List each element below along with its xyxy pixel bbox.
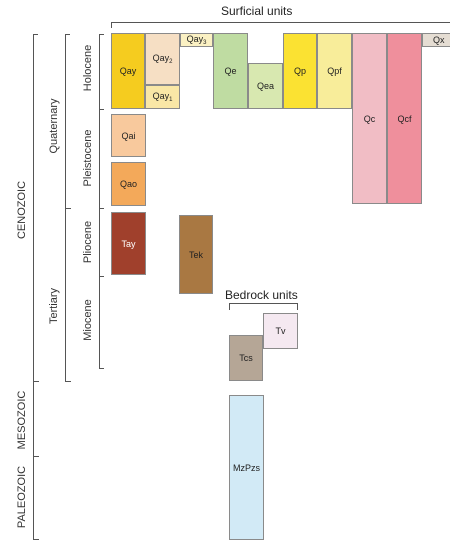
period-label-tertiary: Tertiary <box>48 287 60 325</box>
surficial-units-heading: Surficial units <box>221 4 293 18</box>
unit-box-qc: Qc <box>352 33 387 204</box>
unit-box-qay3: Qay3 <box>180 33 213 47</box>
period-bracket-top <box>65 34 70 35</box>
unit-label-tv: Tv <box>275 326 286 336</box>
unit-box-qe: Qe <box>213 33 248 109</box>
unit-box-tek: Tek <box>179 215 213 294</box>
unit-label-qay1: Qay1 <box>153 91 173 103</box>
unit-box-qea: Qea <box>248 63 283 109</box>
unit-label-qp: Qp <box>293 66 306 76</box>
pliocene-miocene-boundary <box>99 276 104 277</box>
unit-box-qcf: Qcf <box>387 33 422 204</box>
mesozoic-paleozoic-boundary <box>33 456 39 457</box>
pleistocene-pliocene-boundary <box>99 208 104 209</box>
unit-label-qe: Qe <box>224 66 237 76</box>
unit-box-qp: Qp <box>283 33 317 109</box>
unit-box-tay: Tay <box>111 212 146 275</box>
epoch-label-pliocene: Pliocene <box>82 220 94 264</box>
unit-label-qay1-sub: 1 <box>169 97 173 103</box>
epoch-label-pleistocene: Pleistocene <box>82 129 94 187</box>
unit-label-qay2-sub: 2 <box>169 59 173 65</box>
unit-label-tcs: Tcs <box>239 353 253 363</box>
unit-label-qea: Qea <box>256 81 274 91</box>
unit-box-qay: Qay <box>111 33 145 109</box>
era-label-mesozoic: MESOZOIC <box>16 388 28 452</box>
epoch-bracket-line <box>99 34 100 368</box>
unit-label-tay: Tay <box>121 238 136 249</box>
unit-label-qay: Qay <box>119 66 137 76</box>
cenozoic-mesozoic-boundary <box>33 381 39 382</box>
era-label-paleozoic: PALEOZOIC <box>16 463 28 531</box>
unit-label-qay2: Qay2 <box>153 53 173 65</box>
bedrock-bracket-tick-left <box>229 303 230 310</box>
unit-label-qay3: Qay3 <box>187 34 207 46</box>
bedrock-bracket-tick-right <box>297 303 298 310</box>
unit-box-qai: Qai <box>111 114 146 157</box>
unit-label-qao: Qao <box>119 179 137 189</box>
quaternary-tertiary-boundary <box>65 208 71 209</box>
bedrock-bracket-line <box>229 303 298 304</box>
unit-label-qc: Qc <box>363 113 376 124</box>
epoch-label-miocene: Miocene <box>82 299 94 341</box>
era-bracket-line <box>33 34 34 539</box>
era-label-cenozoic: CENOZOIC <box>16 177 28 243</box>
epoch-label-holocene: Holocene <box>82 44 94 92</box>
period-label-quaternary: Quaternary <box>48 98 60 154</box>
unit-label-qay3-sub: 3 <box>203 40 207 46</box>
unit-box-qpf: Qpf <box>317 33 352 109</box>
unit-label-qcf: Qcf <box>397 113 412 124</box>
unit-label-qay2-base: Qay <box>152 53 170 63</box>
bedrock-units-heading: Bedrock units <box>225 288 298 302</box>
unit-box-qx: Qx <box>422 33 450 47</box>
epoch-bracket-bottom <box>99 368 104 369</box>
unit-label-qay1-base: Qay <box>152 91 170 101</box>
unit-box-qay1: Qay1 <box>145 85 180 109</box>
surficial-bracket-tick <box>111 22 112 28</box>
unit-box-tcs: Tcs <box>229 335 263 381</box>
unit-label-qpf: Qpf <box>327 66 342 76</box>
unit-box-qay2: Qay2 <box>145 33 180 85</box>
holocene-pleistocene-boundary <box>99 109 104 110</box>
cenozoic-bracket-top <box>33 34 38 35</box>
unit-box-tv: Tv <box>263 313 298 349</box>
epoch-bracket-top <box>99 34 104 35</box>
unit-label-qay3-base: Qay <box>186 34 204 44</box>
unit-box-qao: Qao <box>111 162 146 206</box>
unit-label-qx: Qx <box>433 35 445 45</box>
unit-box-mzpzs: MzPzs <box>229 395 264 540</box>
surficial-bracket-line <box>111 22 450 23</box>
unit-label-qai: Qai <box>121 130 136 141</box>
period-bracket-bottom <box>65 381 71 382</box>
unit-label-tek: Tek <box>188 249 203 260</box>
unit-label-mzpzs: MzPzs <box>233 462 260 473</box>
